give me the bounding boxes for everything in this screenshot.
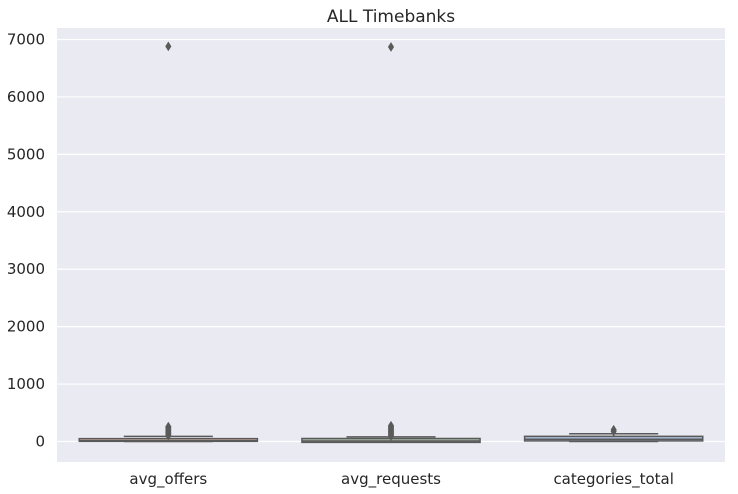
x-tick-labels: avg_offers avg_requests categories_total [129,470,673,489]
y-tick-label: 4000 [7,203,45,221]
box-categories_total [523,424,704,443]
y-tick-label: 2000 [7,318,45,336]
y-tick-label: 7000 [7,31,45,49]
y-tick-label: 0 [35,433,45,451]
gridlines [57,38,725,443]
outlier-point [387,420,395,431]
y-tick-label: 6000 [7,88,45,106]
y-tick-label: 3000 [7,260,45,278]
outlier-point [165,421,172,432]
chart-title: ALL Timebanks [327,7,455,27]
box-avg_offers [78,41,259,443]
box-series [78,41,704,444]
outlier-point [387,41,395,52]
x-tick-label: avg_offers [129,470,207,489]
x-tick-label: avg_requests [341,470,441,489]
y-tick-labels: 0 1000 2000 3000 4000 5000 6000 7000 [7,31,45,451]
y-tick-label: 1000 [7,375,45,393]
plot-background [57,28,725,462]
x-tick-label: categories_total [553,470,673,489]
outlier-point [165,41,172,52]
box-avg_requests [301,41,481,444]
outlier-point [610,424,617,435]
y-tick-label: 5000 [7,145,45,163]
